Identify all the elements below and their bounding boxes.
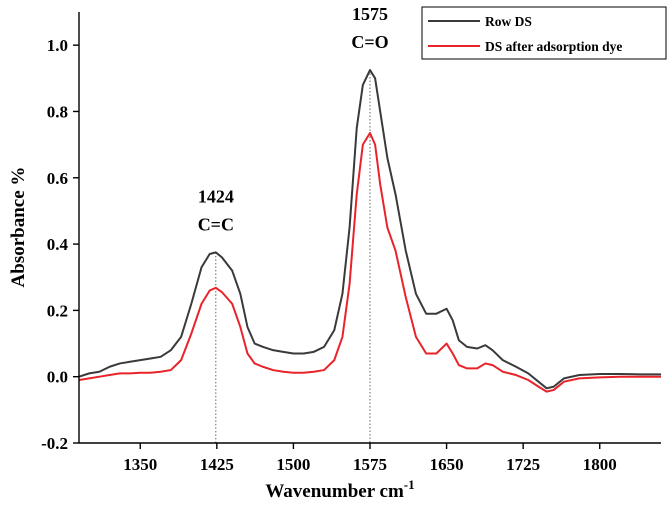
annotations: 1424 C=C 1575 C=O: [198, 4, 389, 234]
legend-label-row-ds: Row DS: [485, 14, 532, 29]
legend-box: [421, 6, 667, 60]
annotation-label-bond-1575: C=O: [351, 32, 388, 52]
annotation-label-wavenumber-1575: 1575: [352, 4, 388, 24]
x-axis-title: Wavenumber cm-1: [265, 477, 414, 502]
legend: Row DS DS after adsorption dye: [421, 6, 667, 60]
x-ticks: 1350 1425 1500 1575 1650 1725 1800: [123, 443, 617, 474]
y-ticks: -0.2 0.0 0.2 0.4 0.6 0.8 1.0: [41, 36, 79, 453]
y-tick-label-3: 0.4: [47, 235, 69, 254]
x-tick-label-1425: 1425: [200, 455, 234, 474]
x-tick-label-1725: 1725: [506, 455, 540, 474]
y-tick-label-4: 0.6: [47, 169, 68, 188]
y-tick-label-1: 0.0: [47, 368, 68, 387]
x-tick-label-1350: 1350: [123, 455, 157, 474]
y-tick-label-2: 0.2: [47, 301, 68, 320]
series-line-0: [79, 69, 661, 390]
y-axis-title: Absorbance %: [8, 167, 29, 288]
y-tick-label-6: 1.0: [47, 36, 68, 55]
y-tick-label-0: -0.2: [41, 434, 68, 453]
series-line-1: [79, 132, 661, 393]
annotation-label-wavenumber-1424: 1424: [198, 186, 234, 206]
annotation-label-bond-1424: C=C: [198, 214, 234, 234]
x-tick-label-1800: 1800: [583, 455, 617, 474]
x-tick-label-1650: 1650: [430, 455, 464, 474]
y-tick-label-5: 0.8: [47, 102, 68, 121]
x-tick-label-1500: 1500: [276, 455, 310, 474]
legend-label-ds-after-adsorption: DS after adsorption dye: [485, 39, 622, 54]
annotation-lines: [215, 70, 371, 443]
x-tick-label-1575: 1575: [353, 455, 387, 474]
series-group: [79, 69, 661, 393]
